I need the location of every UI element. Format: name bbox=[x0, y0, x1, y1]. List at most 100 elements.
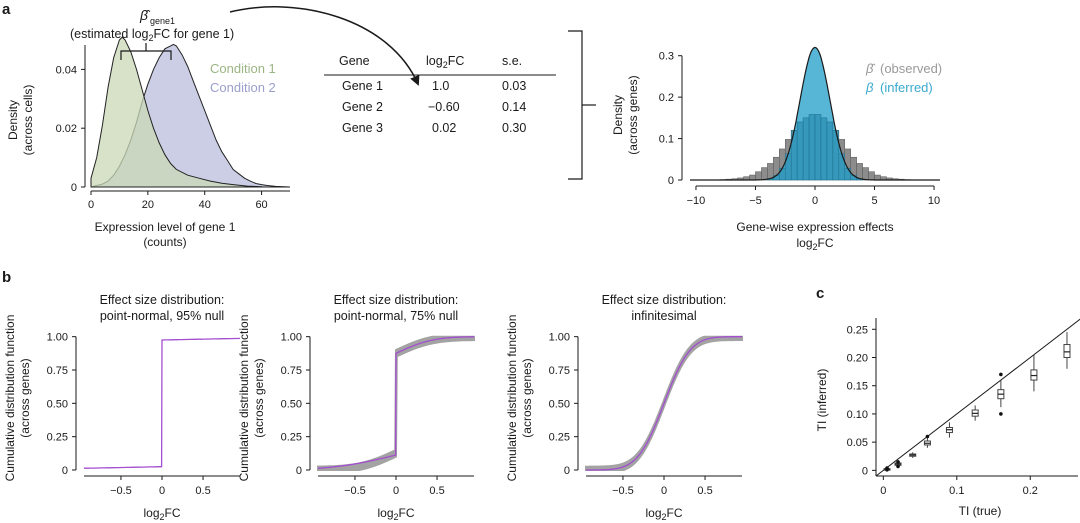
density-y-label-line1: Density bbox=[6, 100, 20, 140]
effects-x-tick-label: −10 bbox=[687, 195, 706, 207]
table-cell-se: 0.14 bbox=[502, 100, 526, 114]
effects-x-label-sub: 2 bbox=[813, 242, 818, 252]
effects-x-label-line1: Gene-wise expression effects bbox=[736, 220, 893, 234]
cdf-y-tick-label: 0.25 bbox=[47, 432, 68, 444]
table-header-log2fc: log2FC bbox=[426, 54, 464, 70]
legend-observed-text: (observed) bbox=[880, 61, 942, 76]
beta-annotation-sub: 2 bbox=[149, 33, 154, 43]
density-x-tick-label: 40 bbox=[199, 199, 211, 211]
legend-inferred-text: (inferred) bbox=[880, 80, 933, 95]
cdf-x-tick-label: −0.5 bbox=[344, 485, 366, 497]
effects-y-tick-label: 0.3 bbox=[659, 51, 674, 63]
ti-y-tick-label: 0.15 bbox=[847, 381, 868, 393]
cdf-y-tick-label: 0.75 bbox=[47, 365, 68, 377]
table-header-se: s.e. bbox=[502, 54, 522, 68]
cdf-title-line2: point-normal, 75% null bbox=[334, 309, 458, 323]
ti-x-tick-label: 0.2 bbox=[1023, 485, 1038, 497]
inferred-bar bbox=[808, 114, 816, 181]
cdf-chart-2: Effect size distribution: point-normal, 7… bbox=[237, 293, 475, 522]
inferred-bar bbox=[779, 167, 786, 181]
cdf-charts: Effect size distribution: point-normal, 9… bbox=[3, 293, 743, 522]
cdf-x-tick-label: 0.5 bbox=[195, 485, 210, 497]
effects-x-tick-label: 0 bbox=[812, 195, 818, 207]
cdf-title-line2: point-normal, 95% null bbox=[100, 309, 224, 323]
cdf-x-label: log2FC bbox=[645, 506, 682, 522]
density-chart: 0 20 40 60 0 0.02 0.04 Condition 1 Condition 2… bbox=[6, 36, 291, 249]
effects-y-tick-label: 0 bbox=[668, 175, 674, 187]
cdf-y-tick-label: 1.00 bbox=[47, 332, 68, 344]
inferred-bar bbox=[814, 114, 822, 181]
table-cell-log2fc: 1.0 bbox=[432, 79, 449, 93]
effects-x-tick-label: 5 bbox=[871, 195, 877, 207]
table-header-log2fc-sub: 2 bbox=[443, 60, 448, 70]
observed-bar bbox=[761, 167, 768, 181]
effects-y-tick-label: 0.1 bbox=[659, 134, 674, 146]
identity-line bbox=[875, 318, 1080, 477]
density-x-label-line2: (counts) bbox=[143, 235, 186, 249]
ti-y-tick-label: 0.05 bbox=[847, 437, 868, 449]
cdf-x-tick-label: 0 bbox=[159, 485, 165, 497]
legend-inferred-symbol: β bbox=[865, 80, 874, 95]
table-cell-log2fc: 0.02 bbox=[432, 121, 456, 135]
observed-bar bbox=[755, 171, 762, 181]
beta-hat-subscript: gene1 bbox=[150, 16, 175, 26]
effects-y-tick-label: 0.2 bbox=[659, 92, 674, 104]
density-y-tick-label: 0.04 bbox=[56, 64, 77, 76]
legend-condition-2: Condition 2 bbox=[210, 80, 276, 95]
observed-bar bbox=[749, 174, 756, 181]
cdf-chart-3: Effect size distribution: infinitesimal −0… bbox=[505, 293, 743, 522]
cdf-y-tick-label: 0 bbox=[564, 465, 570, 477]
cdf-y-tick-label: 0 bbox=[62, 465, 68, 477]
table-right-bracket bbox=[568, 30, 583, 180]
inferred-bar bbox=[838, 153, 846, 181]
inferred-bar bbox=[796, 121, 804, 181]
density-y-label-line2: (across cells) bbox=[21, 85, 35, 156]
box-outlier bbox=[896, 460, 900, 464]
box-outlier bbox=[925, 434, 930, 439]
box-outlier bbox=[999, 372, 1003, 377]
cdf-y-label-line2: (across genes) bbox=[252, 358, 266, 437]
cdf-y-tick-label: 0.75 bbox=[281, 365, 302, 377]
table-header-log2fc-pre: log bbox=[426, 54, 443, 68]
effects-chart: −10 −5 0 5 10 0 0.1 0.2 0.3 β̂ (observed) β (inf… bbox=[611, 46, 942, 252]
effects-x-tick-label: 10 bbox=[928, 195, 940, 207]
cdf-chart-1: Effect size distribution: point-normal, 9… bbox=[3, 293, 240, 522]
beta-annotation-post: FC for gene 1) bbox=[154, 27, 235, 41]
ti-y-label: TI (inferred) bbox=[815, 369, 829, 432]
cdf-x-tick-label: 0 bbox=[393, 485, 399, 497]
box-outlier bbox=[999, 412, 1003, 416]
cdf-y-label-line2: (across genes) bbox=[520, 358, 534, 437]
inferred-bar bbox=[820, 117, 828, 181]
box-outlier bbox=[896, 464, 900, 469]
cdf-title-line2: infinitesimal bbox=[631, 309, 696, 323]
effects-x-tick-label: −5 bbox=[749, 195, 762, 207]
box bbox=[1063, 344, 1071, 358]
arrow-to-table bbox=[229, 6, 420, 86]
inferred-bar bbox=[802, 117, 810, 181]
ti-y-tick-label: 0.20 bbox=[847, 353, 868, 365]
ti-chart: 0 0.1 0.200.050.100.150.200.25 TI (true) T… bbox=[815, 318, 1080, 518]
cdf-y-label-line2: (across genes) bbox=[18, 358, 32, 437]
observed-bar bbox=[868, 171, 875, 181]
table-header-log2fc-post: FC bbox=[448, 54, 465, 68]
results-table: Gene log2FC s.e. Gene 1 1.0 0.03 Gene 2 −0.6… bbox=[324, 30, 596, 180]
legend-observed-symbol: β̂ bbox=[865, 61, 876, 76]
effects-x-label-line2: log2FC bbox=[796, 236, 833, 252]
cdf-y-tick-label: 0.25 bbox=[281, 432, 302, 444]
density-y-tick-label: 0 bbox=[71, 182, 77, 194]
table-cell-se: 0.30 bbox=[502, 121, 526, 135]
cdf-x-tick-label: 0 bbox=[661, 485, 667, 497]
box-outlier bbox=[885, 466, 889, 470]
inferred-bar bbox=[844, 167, 851, 181]
cdf-y-tick-label: 0.50 bbox=[549, 398, 570, 410]
table-cell-gene: Gene 3 bbox=[342, 121, 383, 135]
effects-y-label-line1: Density bbox=[611, 95, 625, 135]
density-x-tick-label: 20 bbox=[142, 199, 154, 211]
cdf-y-tick-label: 0 bbox=[296, 465, 302, 477]
cdf-x-tick-label: 0.5 bbox=[429, 485, 444, 497]
ti-y-tick-label: 0 bbox=[862, 465, 868, 477]
inferred-area bbox=[719, 47, 911, 181]
ti-x-tick-label: 0 bbox=[880, 485, 886, 497]
inferred-bar bbox=[784, 153, 792, 181]
